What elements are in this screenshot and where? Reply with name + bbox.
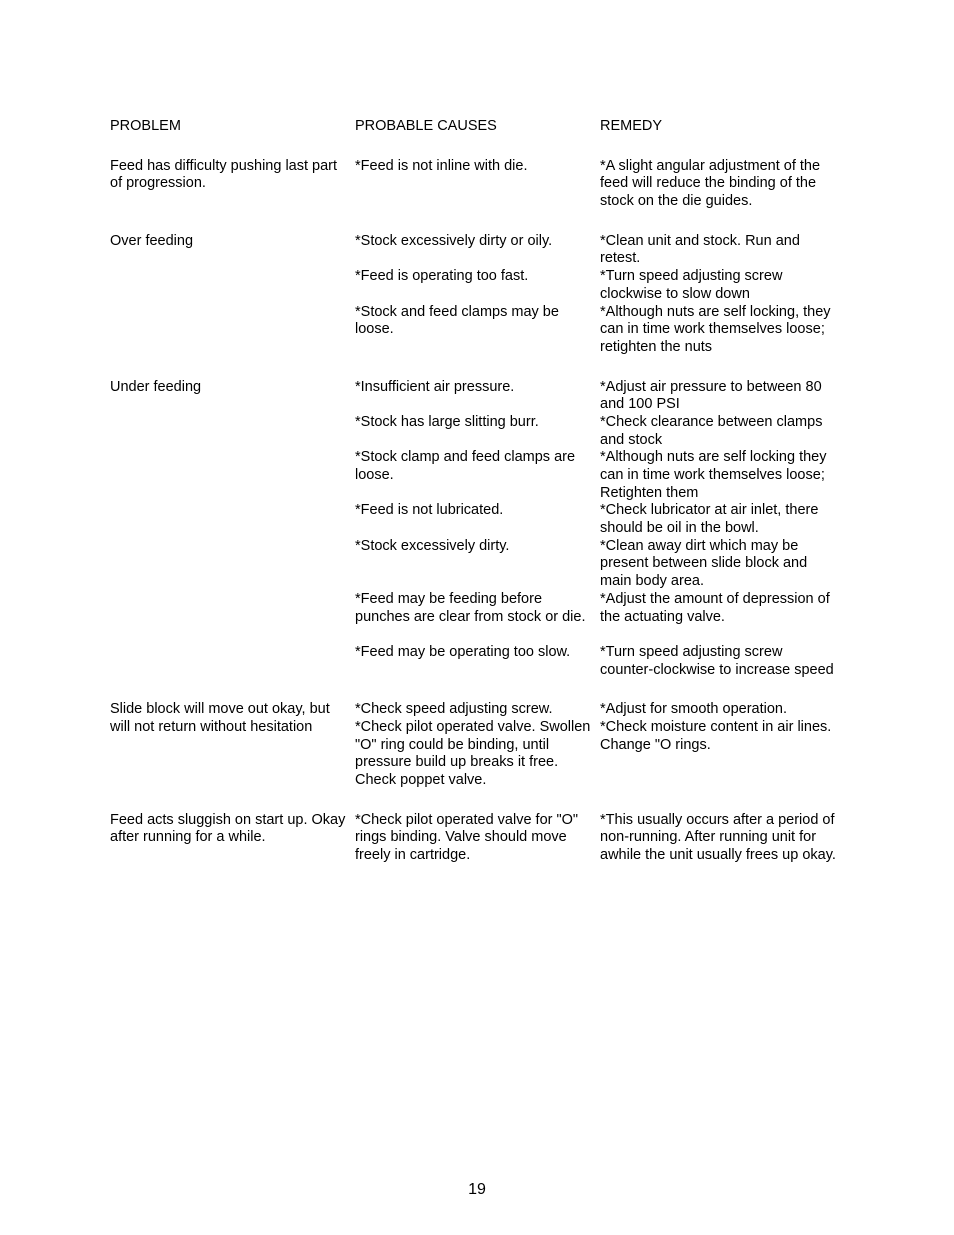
- table-row: *Feed is not lubricated.*Check lubricato…: [110, 502, 845, 537]
- cell-cause: *Stock and feed clamps may be loose.: [355, 304, 600, 357]
- cell-problem: [110, 538, 355, 591]
- table-row: Feed acts sluggish on start up. Okay aft…: [110, 812, 845, 865]
- page: PROBLEMPROBABLE CAUSESREMEDY Feed has dif…: [0, 0, 954, 1235]
- cell-cause: *Feed is operating too fast.: [355, 268, 600, 303]
- cell-remedy: *Adjust for smooth operation.*Check mois…: [600, 701, 845, 789]
- cell-cause: *Feed is not lubricated.: [355, 502, 600, 537]
- cell-cause: *Stock has large slitting burr.: [355, 414, 600, 449]
- table-row: *Stock excessively dirty.*Clean away dir…: [110, 538, 845, 591]
- section-gap: [110, 357, 845, 379]
- cell-cause: *Check pilot operated valve for "O" ring…: [355, 812, 600, 865]
- table-row: Slide block will move out okay, but will…: [110, 701, 845, 789]
- cell-problem: [110, 449, 355, 502]
- cell-cause: *Feed may be operating too slow.: [355, 626, 600, 679]
- cell-problem: [110, 502, 355, 537]
- table-row: *Feed is operating too fast.*Turn speed …: [110, 268, 845, 303]
- col-header-problem: PROBLEM: [110, 118, 355, 136]
- cell-remedy: *Although nuts are self locking, they ca…: [600, 304, 845, 357]
- section-gap: [110, 679, 845, 701]
- cell-cause: *Stock clamp and feed clamps are loose.: [355, 449, 600, 502]
- cell-remedy: *Clean unit and stock. Run and retest.: [600, 233, 845, 268]
- cell-remedy: *Check lubricator at air inlet, there sh…: [600, 502, 845, 537]
- table-row: Under feeding*Insufficient air pressure.…: [110, 379, 845, 414]
- cell-cause: *Check speed adjusting screw.*Check pilo…: [355, 701, 600, 789]
- table-header-row: PROBLEMPROBABLE CAUSESREMEDY: [110, 118, 845, 136]
- table-row: Over feeding*Stock excessively dirty or …: [110, 233, 845, 268]
- cell-remedy: *Turn speed adjusting screw counter-cloc…: [600, 626, 845, 679]
- section-gap: [110, 136, 845, 158]
- cell-remedy: *Clean away dirt which may be present be…: [600, 538, 845, 591]
- table-row: *Feed may be operating too slow.*Turn sp…: [110, 626, 845, 679]
- col-header-remedy: REMEDY: [600, 118, 845, 136]
- cell-problem: Under feeding: [110, 379, 355, 414]
- cell-remedy: *Adjust air pressure to between 80 and 1…: [600, 379, 845, 414]
- table-row: Feed has difficulty pushing last part of…: [110, 158, 845, 211]
- cell-remedy: *Turn speed adjusting screw clockwise to…: [600, 268, 845, 303]
- table-row: *Stock clamp and feed clamps are loose.*…: [110, 449, 845, 502]
- table-row: *Feed may be feeding before punches are …: [110, 591, 845, 626]
- troubleshoot-table: PROBLEMPROBABLE CAUSESREMEDY Feed has dif…: [110, 118, 845, 865]
- cell-cause: *Stock excessively dirty.: [355, 538, 600, 591]
- cell-problem: [110, 268, 355, 303]
- cell-problem: [110, 626, 355, 679]
- cell-problem: Feed acts sluggish on start up. Okay aft…: [110, 812, 355, 865]
- cell-cause: *Feed is not inline with die.: [355, 158, 600, 211]
- table-body: PROBLEMPROBABLE CAUSESREMEDY Feed has dif…: [110, 118, 845, 865]
- col-header-cause: PROBABLE CAUSES: [355, 118, 600, 136]
- cell-cause: *Stock excessively dirty or oily.: [355, 233, 600, 268]
- cell-cause: *Insufficient air pressure.: [355, 379, 600, 414]
- cell-cause: *Feed may be feeding before punches are …: [355, 591, 600, 626]
- page-number: 19: [0, 1181, 954, 1199]
- table-row: *Stock has large slitting burr.*Check cl…: [110, 414, 845, 449]
- cell-problem: Over feeding: [110, 233, 355, 268]
- cell-remedy: *Check clearance between clamps and stoc…: [600, 414, 845, 449]
- cell-remedy: *Although nuts are self locking they can…: [600, 449, 845, 502]
- cell-problem: Feed has difficulty pushing last part of…: [110, 158, 355, 211]
- section-gap: [110, 211, 845, 233]
- table-row: *Stock and feed clamps may be loose.*Alt…: [110, 304, 845, 357]
- section-gap: [110, 790, 845, 812]
- cell-remedy: *A slight angular adjustment of the feed…: [600, 158, 845, 211]
- cell-problem: [110, 304, 355, 357]
- cell-problem: [110, 591, 355, 626]
- cell-remedy: *Adjust the amount of depression of the …: [600, 591, 845, 626]
- cell-problem: Slide block will move out okay, but will…: [110, 701, 355, 789]
- cell-problem: [110, 414, 355, 449]
- cell-remedy: *This usually occurs after a period of n…: [600, 812, 845, 865]
